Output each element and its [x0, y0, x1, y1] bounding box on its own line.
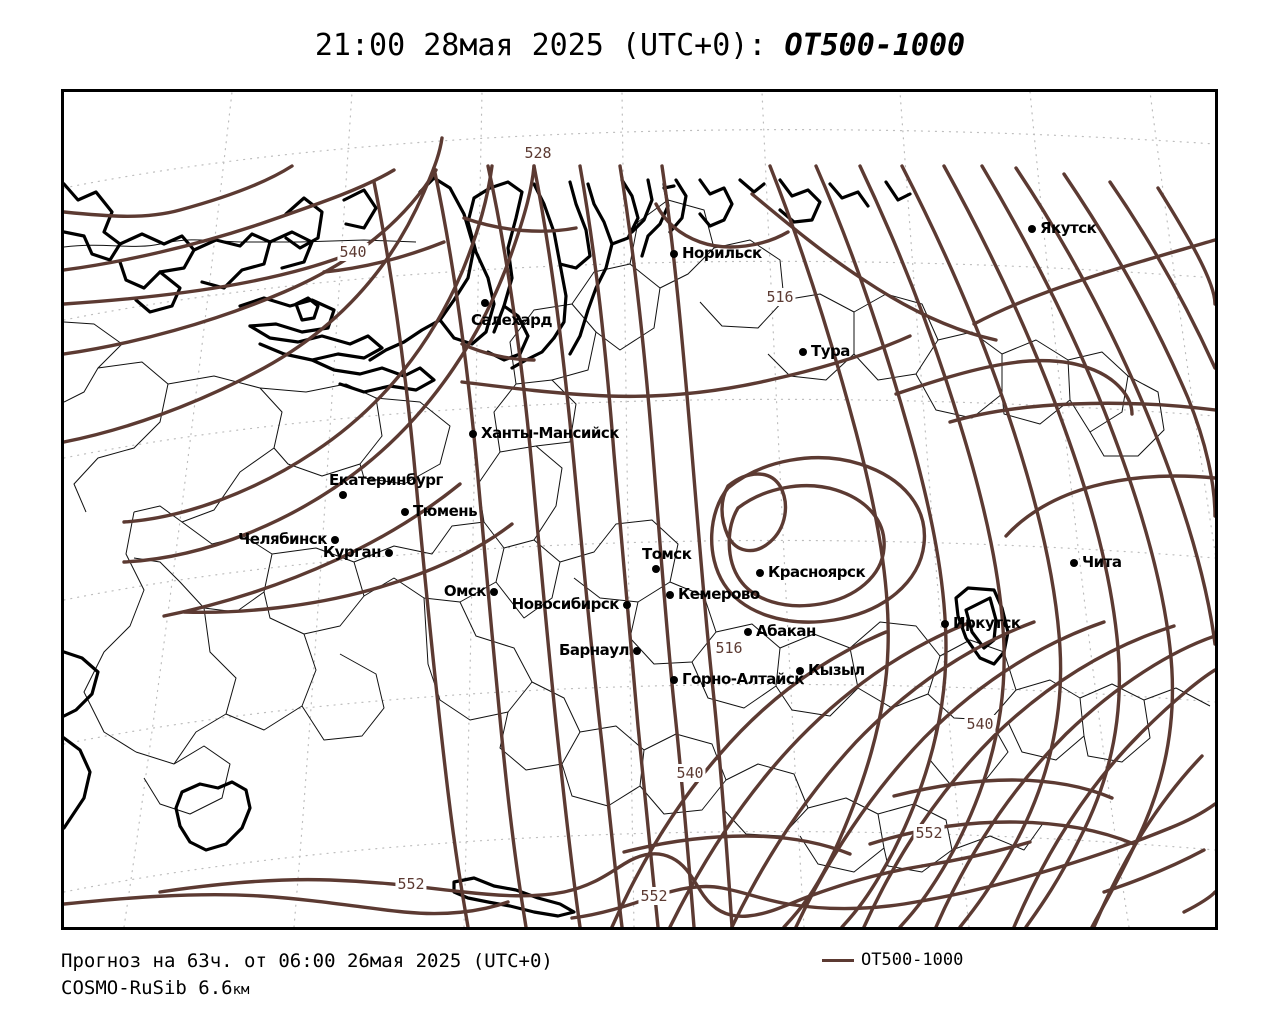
city-dot-icon [469, 430, 477, 438]
contour-value-label: 552 [395, 875, 427, 893]
contour-value-label: 528 [522, 144, 554, 162]
city-label: Томск [642, 545, 692, 563]
contour-value-label: 516 [764, 288, 796, 306]
contour-value-label: 552 [913, 824, 945, 842]
city-label: Омск [443, 582, 487, 600]
city-label: Якутск [1040, 219, 1097, 237]
city-label: Тура [811, 342, 850, 360]
graticule [64, 92, 1215, 927]
city-dot-icon [633, 647, 641, 655]
city-dot-icon [490, 588, 498, 596]
city-label: Барнаул [558, 641, 630, 659]
city-label: Тюмень [413, 502, 478, 520]
city-label: Екатеринбург [329, 471, 443, 489]
city-label: Кызыл [808, 661, 865, 679]
city-dot-icon [652, 565, 660, 573]
city-label: Челябинск [238, 530, 327, 548]
page-title: 21:00 28мая 2025 (UTC+0): OT500-1000 [0, 28, 1280, 63]
city-dot-icon [1070, 559, 1078, 567]
city-label: Новосибирск [511, 595, 620, 613]
city-dot-icon [796, 667, 804, 675]
city-dot-icon [666, 591, 674, 599]
city-dot-icon [756, 569, 764, 577]
admin-borders [64, 199, 1211, 873]
title-datetime: 21:00 28мая 2025 (UTC+0): [314, 28, 785, 63]
city-dot-icon [670, 676, 678, 684]
contour-value-label: 540 [674, 764, 706, 782]
contour-value-label: 552 [638, 887, 670, 905]
city-label: Курган [322, 543, 382, 561]
city-label: Абакан [756, 622, 816, 640]
legend: OT500-1000 [822, 950, 963, 970]
city-label: Норильск [682, 244, 762, 262]
map-graphics [64, 92, 1215, 927]
legend-line-swatch [822, 958, 854, 962]
city-label: Горно-Алтайск [682, 670, 805, 688]
city-dot-icon [623, 601, 631, 609]
city-dot-icon [331, 536, 339, 544]
coastline [64, 176, 1010, 918]
model-line: COSMO-RuSib 6.6км [61, 975, 1221, 1004]
map-canvas[interactable]: Якутск Норильск Салехард Тура Ханты-Мансийск… [61, 89, 1218, 930]
title-field: OT500-1000 [784, 28, 966, 63]
footer: Прогноз на 63ч. от 06:00 26мая 2025 (UTC… [61, 948, 1221, 1004]
city-dot-icon [339, 491, 347, 499]
city-label: Иркутск [953, 614, 1021, 632]
city-dot-icon [481, 299, 489, 307]
city-dot-icon [401, 508, 409, 516]
contour-value-label: 516 [713, 639, 745, 657]
contour-lines [64, 136, 1215, 927]
city-label: Чита [1082, 553, 1122, 571]
city-label: Ханты-Мансийск [481, 424, 619, 442]
legend-label: OT500-1000 [861, 950, 964, 970]
model-unit: км [232, 982, 250, 998]
contour-value-label: 540 [337, 243, 369, 261]
city-dot-icon [799, 348, 807, 356]
city-label: Красноярск [768, 563, 866, 581]
city-dot-icon [941, 620, 949, 628]
city-label: Кемерово [678, 585, 760, 603]
contour-value-label: 540 [964, 715, 996, 733]
city-label: Салехард [471, 311, 552, 329]
city-dot-icon [385, 549, 393, 557]
city-dot-icon [670, 250, 678, 258]
city-dot-icon [1028, 225, 1036, 233]
city-dot-icon [744, 628, 752, 636]
forecast-line: Прогноз на 63ч. от 06:00 26мая 2025 (UTC… [61, 950, 553, 972]
model-name: COSMO-RuSib 6.6 [61, 977, 233, 999]
